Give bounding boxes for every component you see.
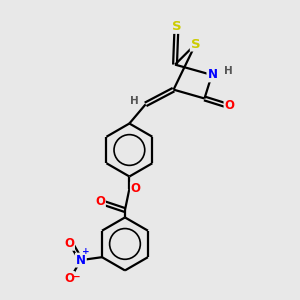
Text: S: S	[172, 20, 181, 33]
Text: O: O	[64, 237, 74, 250]
Text: H: H	[130, 96, 139, 106]
Text: O: O	[131, 182, 141, 195]
Text: O: O	[95, 195, 105, 208]
Text: O: O	[64, 272, 74, 285]
Text: S: S	[191, 38, 200, 50]
Text: O: O	[224, 99, 235, 112]
Text: N: N	[76, 254, 86, 267]
Text: +: +	[82, 248, 90, 256]
Text: H: H	[224, 66, 233, 76]
Text: N: N	[207, 68, 218, 81]
Text: −: −	[72, 272, 81, 282]
